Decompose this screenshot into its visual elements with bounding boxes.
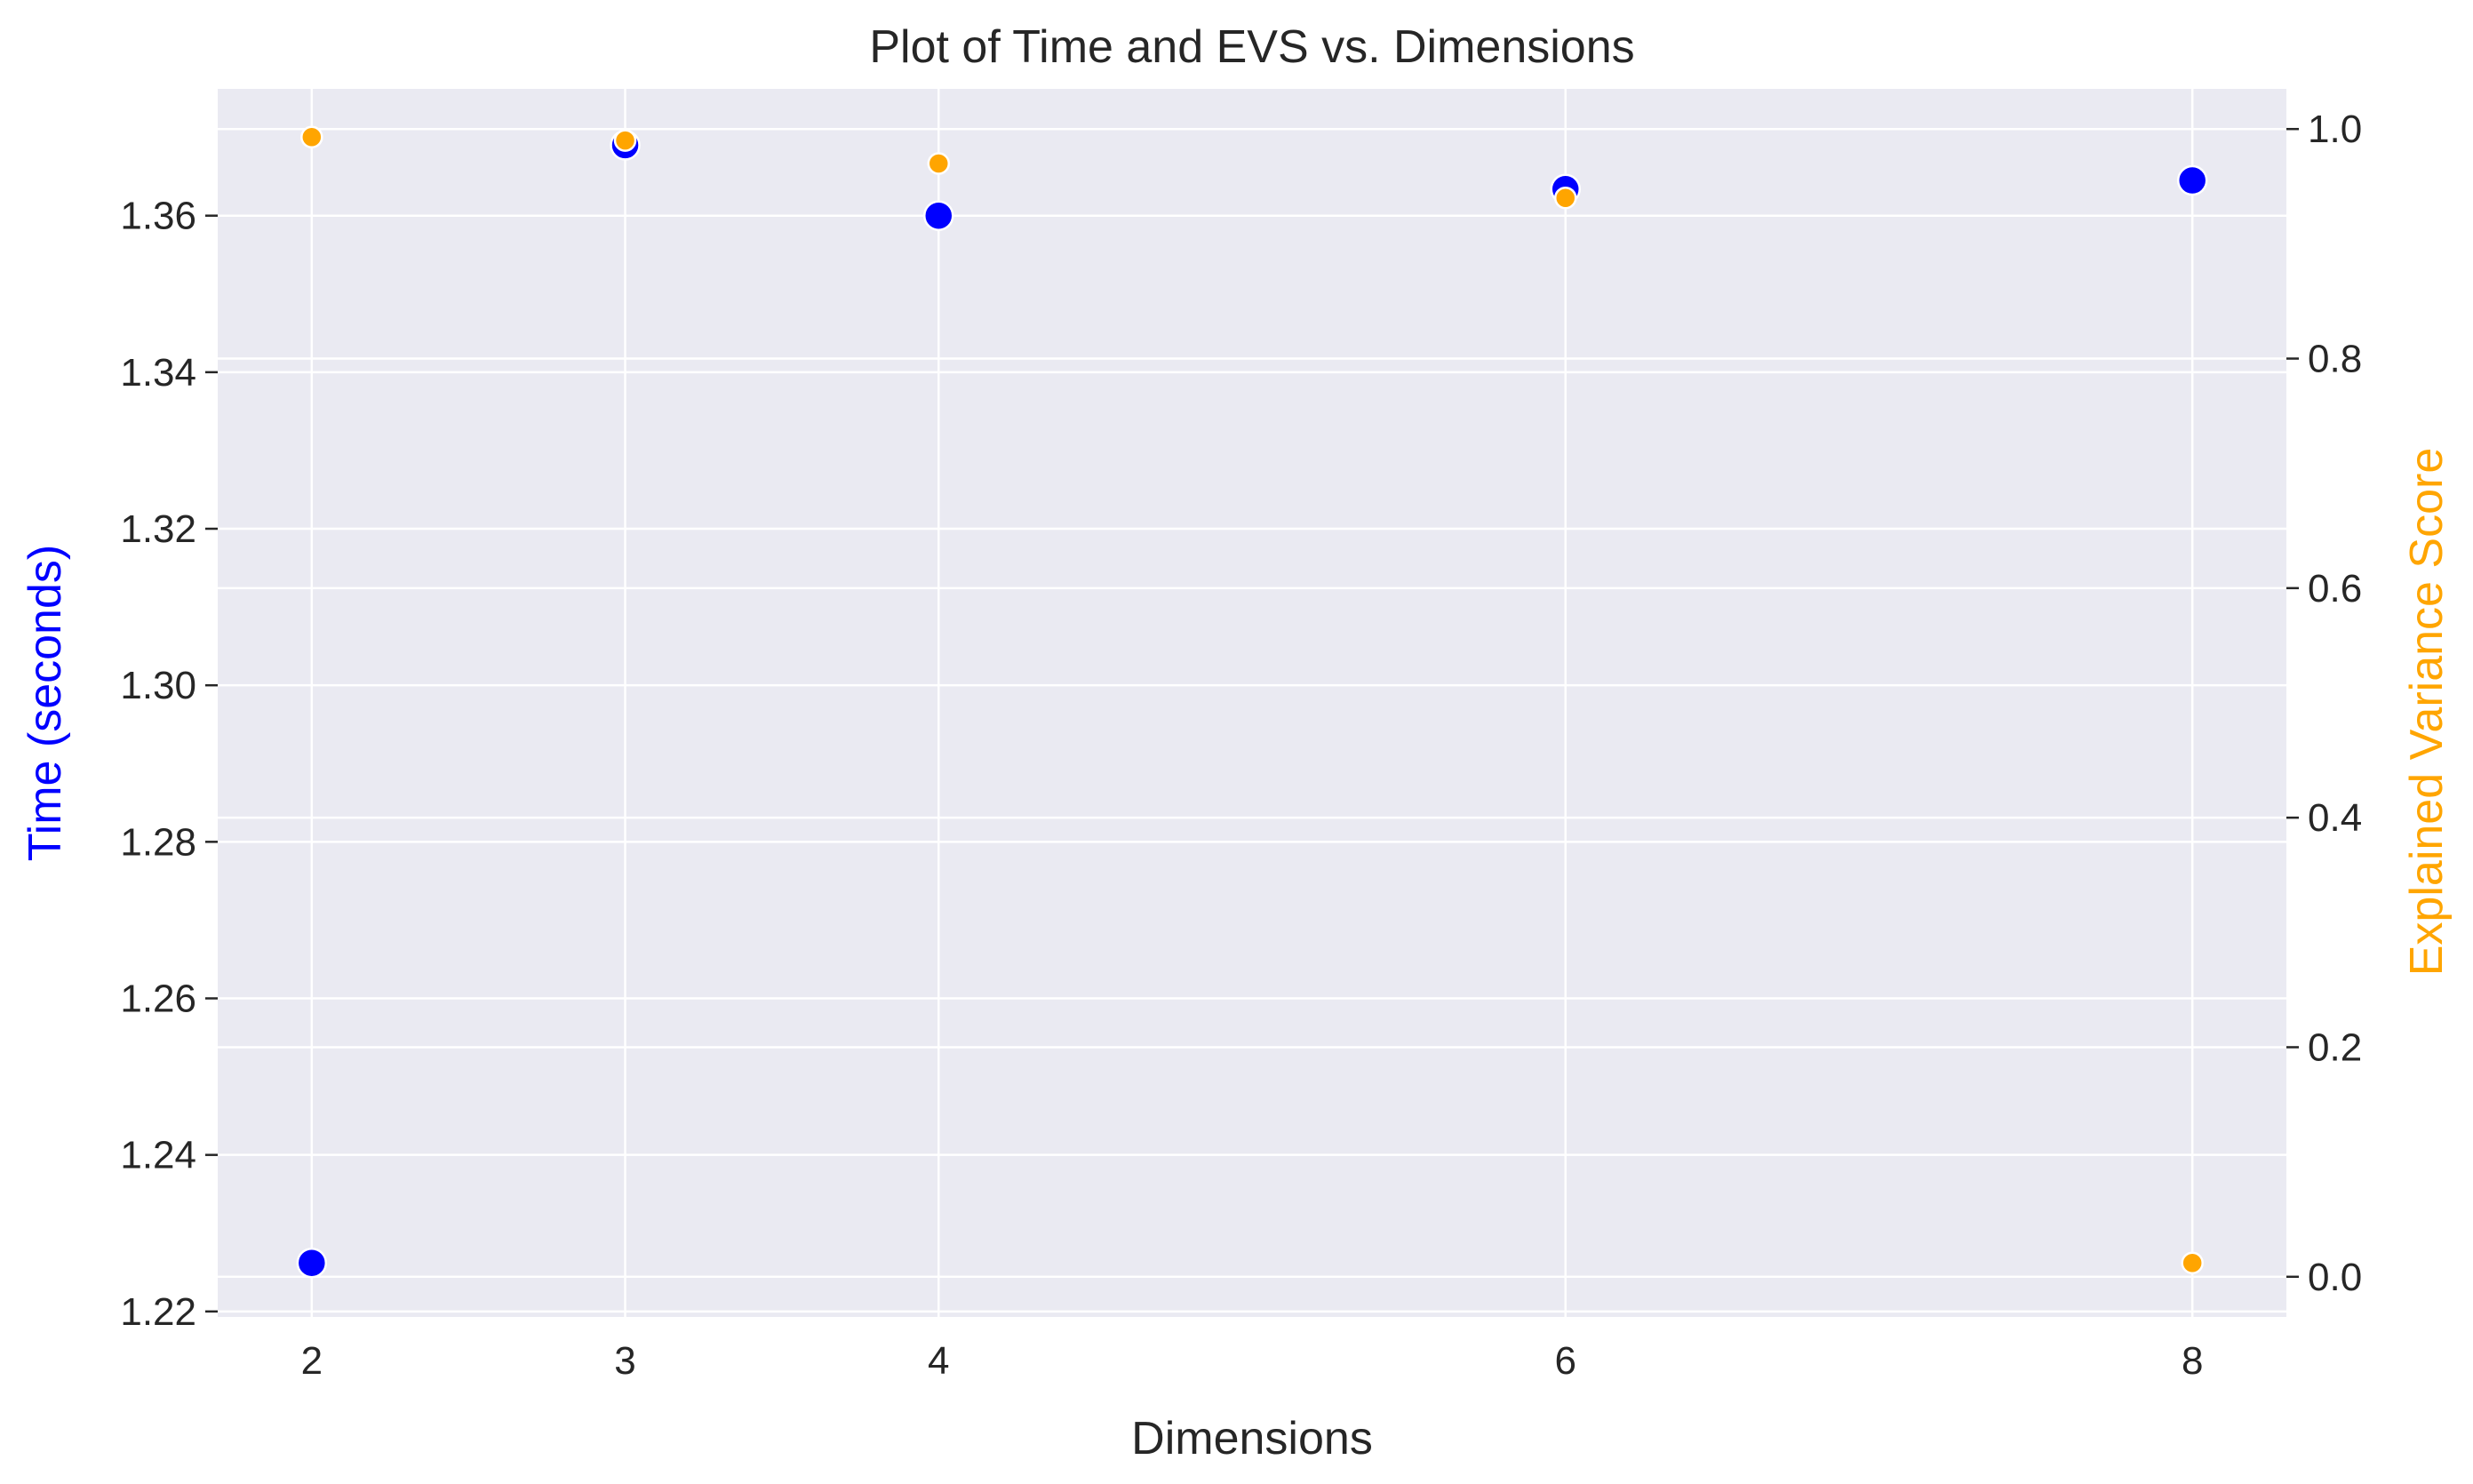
data-points: [296, 125, 2208, 1279]
y-axis-label-left: Time (seconds): [20, 545, 71, 861]
tick-labels: 2 3 4 6 8 1.22 1.24 1.26 1.28 1.30 1.32 1.34 1.36 0.0…: [120, 108, 2362, 1383]
time-point: [296, 1247, 328, 1279]
y-tick-label-right: 0.8: [2308, 338, 2362, 381]
y-tick-label-left: 1.28: [120, 820, 196, 864]
x-tick-label: 8: [2182, 1339, 2203, 1383]
time-point: [923, 200, 954, 231]
y-tick-label-left: 1.22: [120, 1290, 196, 1334]
x-axis-label: Dimensions: [1131, 1413, 1373, 1464]
evs-point: [300, 125, 323, 148]
evs-point: [927, 152, 951, 175]
y-axis-label-right: Explained Variance Score: [2401, 448, 2453, 977]
y-tick-label-right: 1.0: [2308, 108, 2362, 151]
y-tick-label-left: 1.24: [120, 1134, 196, 1177]
y-tick-label-right: 0.6: [2308, 567, 2362, 610]
y-tick-label-right: 0.0: [2308, 1256, 2362, 1299]
y-tick-label-right: 0.2: [2308, 1025, 2362, 1069]
x-tick-label: 4: [928, 1339, 949, 1383]
y-tick-label-left: 1.30: [120, 664, 196, 707]
plot-area: [218, 89, 2286, 1317]
y-tick-label-left: 1.32: [120, 507, 196, 551]
time-point: [2176, 164, 2208, 196]
evs-point: [2181, 1251, 2204, 1275]
evs-point: [1553, 186, 1577, 210]
y-tick-label-left: 1.26: [120, 977, 196, 1021]
x-tick-label: 3: [614, 1339, 635, 1383]
y-tick-label-left: 1.36: [120, 195, 196, 238]
evs-point: [613, 129, 637, 152]
x-tick-label: 2: [301, 1339, 323, 1383]
chart-title: Plot of Time and EVS vs. Dimensions: [869, 21, 1634, 73]
x-tick-label: 6: [1554, 1339, 1576, 1383]
grid-lines: [218, 89, 2286, 1317]
y-tick-label-left: 1.34: [120, 351, 196, 395]
y-tick-label-right: 0.4: [2308, 796, 2362, 840]
